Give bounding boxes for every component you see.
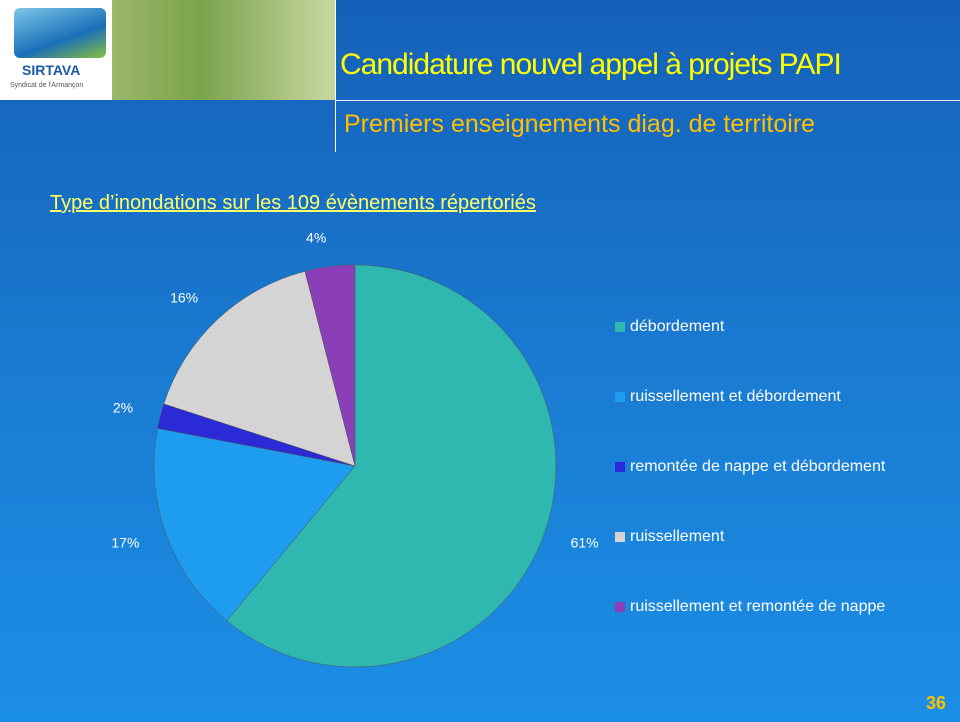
legend-label: ruissellement et débordement [630,388,841,405]
legend-swatch [615,322,625,332]
chart-title: Type d’inondations sur les 109 évènement… [50,192,536,214]
legend-swatch [615,462,625,472]
data-label: 17% [111,534,139,550]
pie-slice [226,264,557,668]
divider [335,0,336,152]
data-label: 16% [170,290,198,306]
legend-swatch [615,532,625,542]
legend-swatch [615,602,625,612]
legend-label: remontée de nappe et débordement [630,458,886,475]
legend-item: débordement [612,316,920,338]
data-label: 61% [571,534,599,550]
legend-item: ruissellement [612,526,920,548]
legend-swatch [615,392,625,402]
legend-label: débordement [630,318,725,335]
legend-label: ruissellement [630,528,725,545]
title: Candidature nouvel appel à projets PAPI [340,48,842,81]
logo-text: SIRTAVA [22,62,81,78]
legend-item: remontée de nappe et débordement [612,456,920,478]
divider [335,100,960,101]
logo-subtext: Syndicat de l'Armançon [10,82,84,89]
pie-slice [304,264,356,467]
pie-slice [153,428,356,622]
data-label: 2% [113,400,133,416]
data-label: 4% [306,229,326,245]
logo [14,8,106,58]
legend-label: ruissellement et remontée de nappe [630,598,886,615]
legend-item: ruissellement et remontée de nappe [612,596,920,618]
page-number: 36 [925,693,946,713]
subtitle: Premiers enseignements diag. de territoi… [344,110,816,138]
pie-slice [163,271,356,467]
legend-item: ruissellement et débordement [612,386,920,408]
